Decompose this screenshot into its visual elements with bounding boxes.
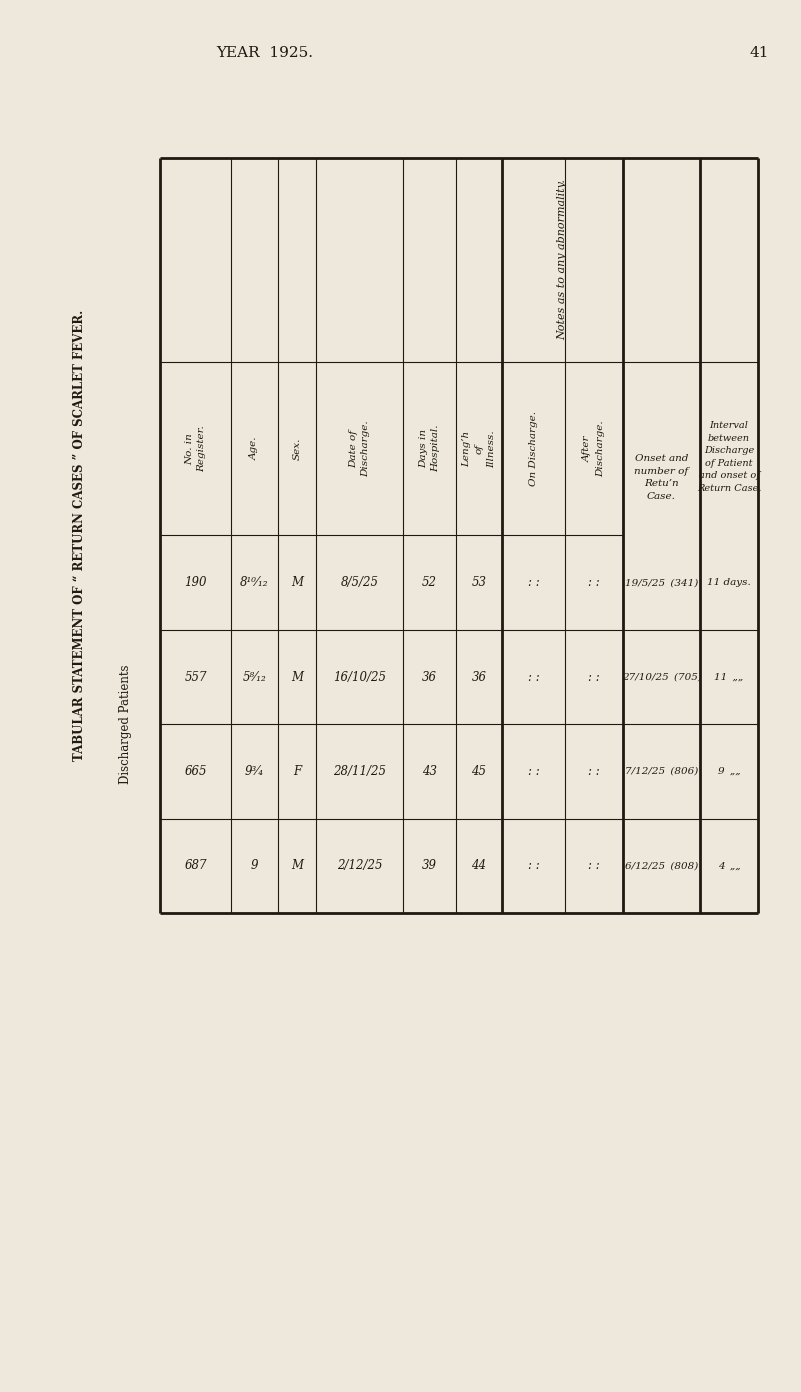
Text: No. in
Register.: No. in Register. xyxy=(185,426,206,472)
Text: 36: 36 xyxy=(472,671,486,683)
Text: 11 days.: 11 days. xyxy=(707,578,751,587)
Text: : :: : : xyxy=(528,859,539,873)
Text: Interval
between
Discharge
of Patient
and onset of
Return Case.: Interval between Discharge of Patient an… xyxy=(697,422,761,493)
Text: Age.: Age. xyxy=(250,437,259,461)
Text: 16/10/25: 16/10/25 xyxy=(333,671,386,683)
Text: Sex.: Sex. xyxy=(292,437,301,459)
Text: 53: 53 xyxy=(472,576,486,589)
Text: 19/5/25 (341): 19/5/25 (341) xyxy=(625,578,698,587)
Text: 11 „„: 11 „„ xyxy=(714,672,743,682)
Text: M: M xyxy=(291,576,303,589)
Text: 190: 190 xyxy=(184,576,207,589)
Text: : :: : : xyxy=(588,859,600,873)
Text: 8/5/25: 8/5/25 xyxy=(340,576,379,589)
Text: 39: 39 xyxy=(422,859,437,873)
Text: Onset and
number of
Retu’n
Case.: Onset and number of Retu’n Case. xyxy=(634,454,689,501)
Text: 52: 52 xyxy=(422,576,437,589)
Text: 2/12/25: 2/12/25 xyxy=(336,859,382,873)
Text: 7/12/25 (806): 7/12/25 (806) xyxy=(625,767,698,775)
Text: 28/11/25: 28/11/25 xyxy=(333,766,386,778)
Text: M: M xyxy=(291,859,303,873)
Text: Days in
Hospital.: Days in Hospital. xyxy=(419,425,441,472)
Text: M: M xyxy=(291,671,303,683)
Text: Leng’h
of
Illness.: Leng’h of Illness. xyxy=(462,430,496,468)
Text: 8¹⁰⁄₁₂: 8¹⁰⁄₁₂ xyxy=(240,576,269,589)
Text: After
Discharge.: After Discharge. xyxy=(583,420,605,477)
Text: 557: 557 xyxy=(184,671,207,683)
Text: : :: : : xyxy=(528,766,539,778)
Text: 9³⁄₄: 9³⁄₄ xyxy=(245,766,264,778)
Text: 45: 45 xyxy=(472,766,486,778)
Text: : :: : : xyxy=(588,766,600,778)
Text: 5⁸⁄₁₂: 5⁸⁄₁₂ xyxy=(243,671,267,683)
Text: 687: 687 xyxy=(184,859,207,873)
Text: 27/10/25 (705): 27/10/25 (705) xyxy=(622,672,702,682)
Text: F: F xyxy=(293,766,301,778)
Text: Discharged Patients: Discharged Patients xyxy=(119,664,131,784)
Text: : :: : : xyxy=(528,671,539,683)
Text: 9: 9 xyxy=(251,859,258,873)
Text: : :: : : xyxy=(528,576,539,589)
Text: 9 „„: 9 „„ xyxy=(718,767,740,775)
Text: : :: : : xyxy=(588,671,600,683)
Text: On Discharge.: On Discharge. xyxy=(529,411,538,486)
Text: 43: 43 xyxy=(422,766,437,778)
Text: 4 „„: 4 „„ xyxy=(718,862,740,870)
Text: 41: 41 xyxy=(750,46,769,60)
Text: : :: : : xyxy=(588,576,600,589)
Text: 665: 665 xyxy=(184,766,207,778)
Text: YEAR  1925.: YEAR 1925. xyxy=(216,46,313,60)
Text: TABULAR STATEMENT OF “ RETURN CASES ” OF SCARLET FEVER.: TABULAR STATEMENT OF “ RETURN CASES ” OF… xyxy=(74,310,87,761)
Text: 6/12/25 (808): 6/12/25 (808) xyxy=(625,862,698,870)
Text: 44: 44 xyxy=(472,859,486,873)
Text: 36: 36 xyxy=(422,671,437,683)
Text: Notes as to any abnormality.: Notes as to any abnormality. xyxy=(557,180,567,340)
Text: Date of
Discharge.: Date of Discharge. xyxy=(348,420,370,477)
